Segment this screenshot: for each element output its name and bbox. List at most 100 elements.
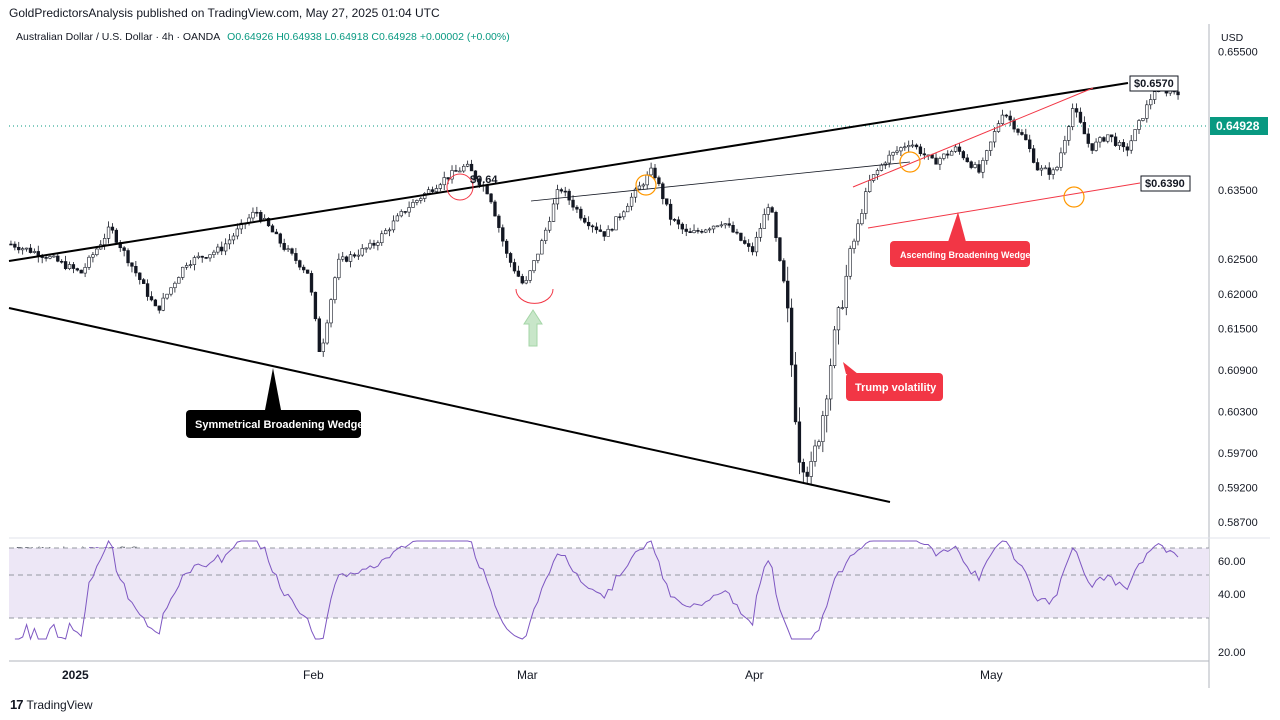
price-tick-label: 0.59700 [1218,448,1258,460]
candle-body [528,270,532,281]
candles-layer [9,80,1180,486]
ascending-wedge-lower[interactable] [867,182,1141,229]
candle-body [938,158,942,165]
price-tick-label: 0.60300 [1218,406,1258,418]
candle-body [220,246,224,252]
trough-arc-red[interactable] [515,288,554,304]
peak-circle-red[interactable] [446,173,474,201]
candle-body [727,223,731,226]
candle-body [598,229,603,232]
candle-body [895,150,899,153]
candle-body [1000,114,1005,124]
candle-body [290,248,294,254]
candle-body [1016,128,1020,133]
candle-body [782,260,786,282]
price-tick-label: 0.60900 [1218,365,1258,377]
candle-body [106,226,111,239]
current-price-badge [1210,117,1268,135]
ascending-wedge-upper[interactable] [852,87,1094,188]
candle-body [407,207,411,213]
candle-body [696,230,700,232]
candle-body [1031,148,1036,163]
trough-circle-orange[interactable] [1063,186,1085,208]
candle-body [836,307,841,331]
candle-body [1152,91,1157,100]
resistance-line[interactable] [530,161,911,202]
tradingview-logo[interactable]: 17 TradingView [10,697,93,712]
candle-body [723,223,727,226]
candle-body [204,257,208,259]
candle-body [1176,91,1180,96]
candle-body [165,293,169,299]
candle-body [434,188,439,192]
candle-body [606,228,610,237]
candle-body [731,225,735,233]
candle-body [1051,169,1055,175]
candle-body [24,247,29,250]
price-box-6570[interactable] [1129,75,1179,92]
candle-body [1082,122,1087,135]
candle-body [614,216,618,231]
candle-body [231,235,236,241]
candle-body [739,232,743,241]
candle-body [641,184,645,187]
candle-body [657,177,661,185]
symbol-name[interactable]: Australian Dollar / U.S. Dollar · 4h · O… [16,31,221,43]
candle-body [840,307,845,309]
price-axis[interactable]: 0.655000.645000.635000.625000.620000.615… [1218,47,1258,529]
rsi-band [9,548,1209,618]
price-box-6390[interactable] [1140,175,1191,192]
candle-body [704,229,708,233]
wedge-lower-trendline[interactable] [8,307,891,503]
candle-body [887,154,891,164]
candle-body [473,170,478,180]
candle-body [1145,104,1149,119]
candle-body [130,262,134,267]
candle-body [134,265,138,274]
candle-body [754,236,759,253]
candle-body [801,462,805,473]
candle-body [493,201,497,217]
candle-body [177,277,181,284]
candle-body [793,364,798,423]
peak-circle-orange-1[interactable] [635,174,657,196]
candle-body [1020,132,1024,135]
peak-circle-orange-2[interactable] [899,151,921,173]
candle-body [524,280,528,284]
candle-body [1063,140,1067,154]
candle-body [1121,142,1126,148]
candle-body [1086,133,1090,144]
candle-body [364,247,368,250]
candle-body [610,228,614,231]
candle-body [981,160,985,173]
candle-body [227,239,232,245]
candle-body [360,248,364,256]
price-tag-64[interactable]: $0.64 [470,174,498,186]
candle-body [750,246,755,253]
candle-body [758,228,763,238]
candle-body [864,191,868,214]
rsi-line-layer [14,539,1179,641]
up-arrow-icon[interactable] [523,309,543,347]
candle-body [1008,115,1012,121]
tradingview-logo-icon: 17 [10,697,24,712]
candle-body [891,152,895,156]
callout-ascending[interactable] [890,241,1030,267]
candle-body [469,163,474,172]
callout-trump[interactable] [846,373,943,401]
callout-pointer-red-1 [948,212,966,242]
candle-body [391,220,396,231]
candle-body [477,178,482,186]
candle-body [715,225,720,228]
symbol-info: Australian Dollar / U.S. Dollar · 4h · O… [16,31,514,43]
callout-symmetrical[interactable] [186,410,361,438]
candle-body [9,243,13,246]
currency-label[interactable]: USD [1221,32,1244,44]
candle-body [200,255,204,258]
candle-body [110,226,115,231]
candle-body [852,240,856,249]
candle-body [520,276,524,284]
candle-body [352,254,357,257]
wedge-upper-trendline[interactable] [8,82,1129,262]
